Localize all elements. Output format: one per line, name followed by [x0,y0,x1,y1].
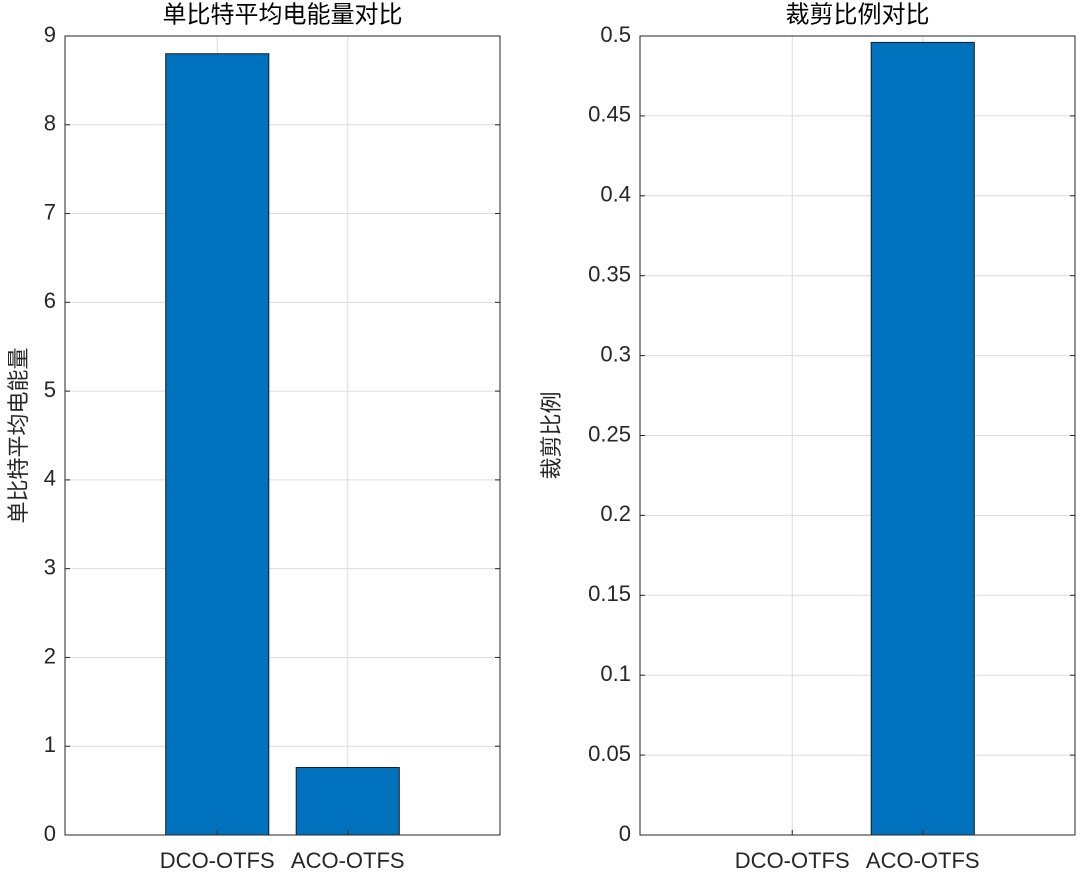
y-tick-label: 0 [44,821,56,846]
y-tick-label: 0.5 [600,22,631,47]
y-tick-label: 4 [44,466,56,491]
chart-title: 单比特平均电能量对比 [163,1,403,28]
y-tick-label: 0 [619,821,631,846]
y-tick-label: 7 [44,199,56,224]
chart-title: 裁剪比例对比 [786,1,930,28]
y-tick-label: 0.4 [600,182,631,207]
x-tick-label: ACO-OTFS [866,848,980,873]
y-tick-label: 5 [44,377,56,402]
bar [295,767,400,836]
y-axis-label: 单比特平均电能量 [6,347,31,523]
y-tick-label: 0.05 [588,741,631,766]
y-tick-label: 0.45 [588,102,631,127]
y-tick-label: 0.3 [600,341,631,366]
y-tick-label: 0.35 [588,262,631,287]
y-tick-label: 3 [44,554,56,579]
x-tick-label: ACO-OTFS [291,848,405,873]
axes-frame [64,35,501,836]
y-tick-label: 0.15 [588,581,631,606]
y-tick-label: 0.2 [600,501,631,526]
y-axis-label: 裁剪比例 [539,391,564,479]
bar [870,41,975,836]
y-tick-label: 1 [44,732,56,757]
y-tick-label: 8 [44,111,56,136]
y-tick-label: 9 [44,22,56,47]
x-tick-label: DCO-OTFS [735,848,850,873]
y-tick-label: 6 [44,288,56,313]
y-tick-label: 0.1 [600,661,631,686]
x-tick-label: DCO-OTFS [160,848,275,873]
bar [165,53,270,836]
y-tick-label: 2 [44,643,56,668]
y-tick-label: 0.25 [588,421,631,446]
